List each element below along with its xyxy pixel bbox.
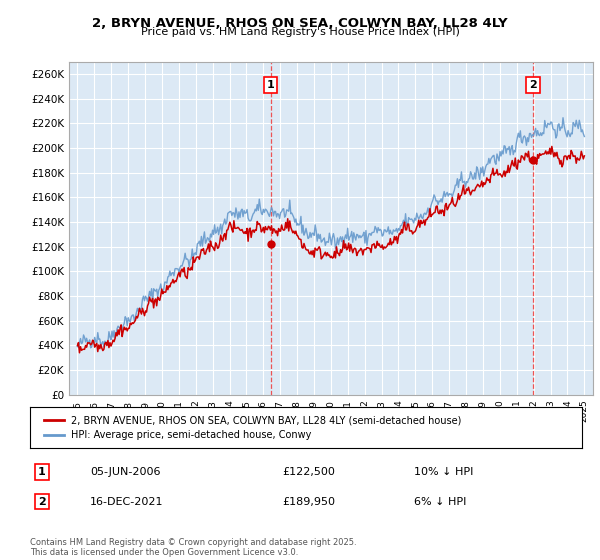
Text: 1: 1 (267, 80, 274, 90)
Text: 1: 1 (38, 467, 46, 477)
Text: 16-DEC-2021: 16-DEC-2021 (90, 497, 163, 507)
Text: 6% ↓ HPI: 6% ↓ HPI (414, 497, 466, 507)
Text: £189,950: £189,950 (282, 497, 335, 507)
Text: £122,500: £122,500 (282, 467, 335, 477)
Legend: 2, BRYN AVENUE, RHOS ON SEA, COLWYN BAY, LL28 4LY (semi-detached house), HPI: Av: 2, BRYN AVENUE, RHOS ON SEA, COLWYN BAY,… (40, 411, 466, 444)
Text: 2: 2 (529, 80, 537, 90)
Text: 2: 2 (38, 497, 46, 507)
Text: Price paid vs. HM Land Registry's House Price Index (HPI): Price paid vs. HM Land Registry's House … (140, 27, 460, 37)
Text: 10% ↓ HPI: 10% ↓ HPI (414, 467, 473, 477)
Text: Contains HM Land Registry data © Crown copyright and database right 2025.
This d: Contains HM Land Registry data © Crown c… (30, 538, 356, 557)
Text: 2, BRYN AVENUE, RHOS ON SEA, COLWYN BAY, LL28 4LY: 2, BRYN AVENUE, RHOS ON SEA, COLWYN BAY,… (92, 17, 508, 30)
Text: 05-JUN-2006: 05-JUN-2006 (90, 467, 161, 477)
